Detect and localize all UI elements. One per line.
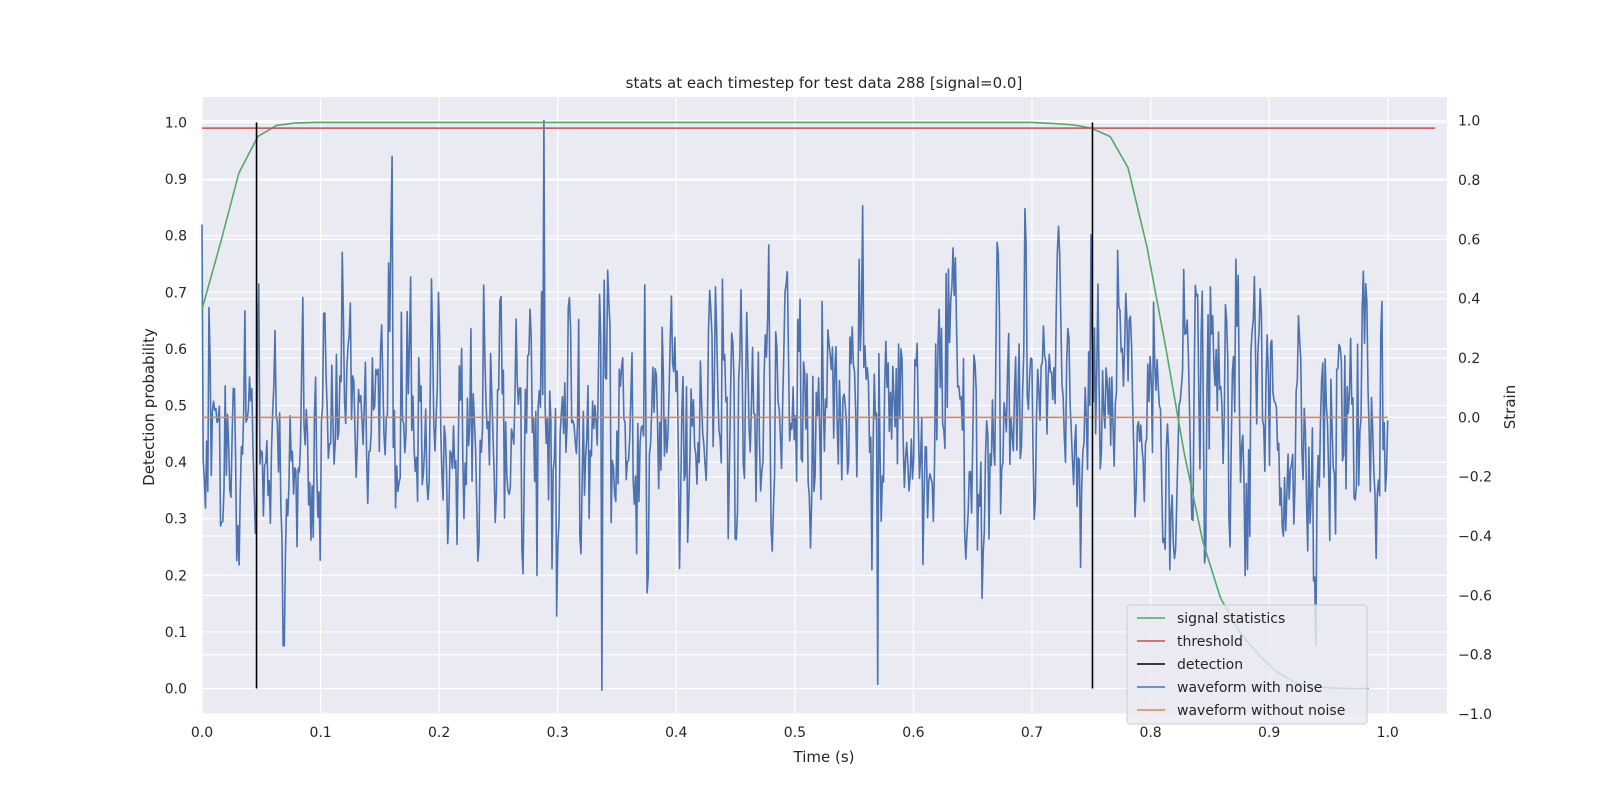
y-left-tick-label-0: 0.0 [165,682,187,698]
y-right-tick-label-10: 1.0 [1458,114,1480,130]
y-right-tick-label-3: −0.4 [1458,529,1492,545]
y-left-tick-label-4: 0.4 [165,455,187,471]
y-right-tick-label-6: 0.2 [1458,351,1480,367]
legend: signal statistics threshold detection wa… [1126,604,1368,725]
legend-label-waveform-with-noise: waveform with noise [1177,680,1322,696]
x-tick-label-7: 0.7 [1021,725,1043,741]
y-left-tick-label-10: 1.0 [165,115,187,131]
y-left-axis-label: Detection probability [140,328,158,486]
legend-label-waveform-without-noise: waveform without noise [1177,703,1345,719]
series-waveform-with-noise [201,119,1389,692]
x-tick-label-8: 0.8 [1139,725,1161,741]
x-axis-ticks: 0.0 0.1 0.2 0.3 0.4 0.5 0.6 0.7 0.8 0.9 1.0 [191,725,1399,741]
y-right-tick-label-5: 0.0 [1458,410,1480,426]
y-right-tick-label-1: −0.8 [1458,648,1492,664]
y-right-tick-label-0: −1.0 [1458,707,1492,723]
y-right-axis-ticks: −1.0 −0.8 −0.6 −0.4 −0.2 0.0 0.2 0.4 0.6 0.8 1.0 [1458,114,1492,723]
y-right-axis-label: Strain [1501,385,1519,429]
y-left-tick-label-1: 0.1 [165,625,187,641]
y-right-tick-label-4: −0.2 [1458,470,1492,486]
y-left-tick-label-2: 0.2 [165,568,187,584]
waveform-with-noise-layer [201,119,1389,692]
x-tick-label-3: 0.3 [547,725,569,741]
x-tick-label-10: 1.0 [1377,725,1399,741]
y-left-tick-label-9: 0.9 [165,172,187,188]
detection-layer [255,122,1094,689]
legend-label-detection: detection [1177,657,1243,673]
legend-box [1126,604,1368,725]
y-left-tick-label-6: 0.6 [165,342,187,358]
y-right-tick-label-2: −0.6 [1458,588,1492,604]
x-tick-label-5: 0.5 [784,725,806,741]
y-left-tick-label-7: 0.7 [165,285,187,301]
chart-title: stats at each timestep for test data 288… [626,74,1023,92]
y-right-tick-label-7: 0.4 [1458,292,1480,308]
x-axis-label: Time (s) [793,748,855,766]
legend-label-signal-statistics: signal statistics [1177,611,1285,627]
y-left-tick-label-3: 0.3 [165,512,187,528]
y-right-tick-label-8: 0.6 [1458,232,1480,248]
x-tick-label-4: 0.4 [665,725,687,741]
legend-label-threshold: threshold [1177,634,1243,650]
y-left-tick-label-8: 0.8 [165,229,187,245]
x-tick-label-0: 0.0 [191,725,213,741]
y-left-axis-ticks: 0.0 0.1 0.2 0.3 0.4 0.5 0.6 0.7 0.8 0.9 1.0 [165,115,187,697]
x-tick-label-2: 0.2 [428,725,450,741]
x-tick-label-9: 0.9 [1258,725,1280,741]
y-left-tick-label-5: 0.5 [165,399,187,415]
x-tick-label-6: 0.6 [902,725,924,741]
x-tick-label-1: 0.1 [309,725,331,741]
y-right-tick-label-9: 0.8 [1458,173,1480,189]
